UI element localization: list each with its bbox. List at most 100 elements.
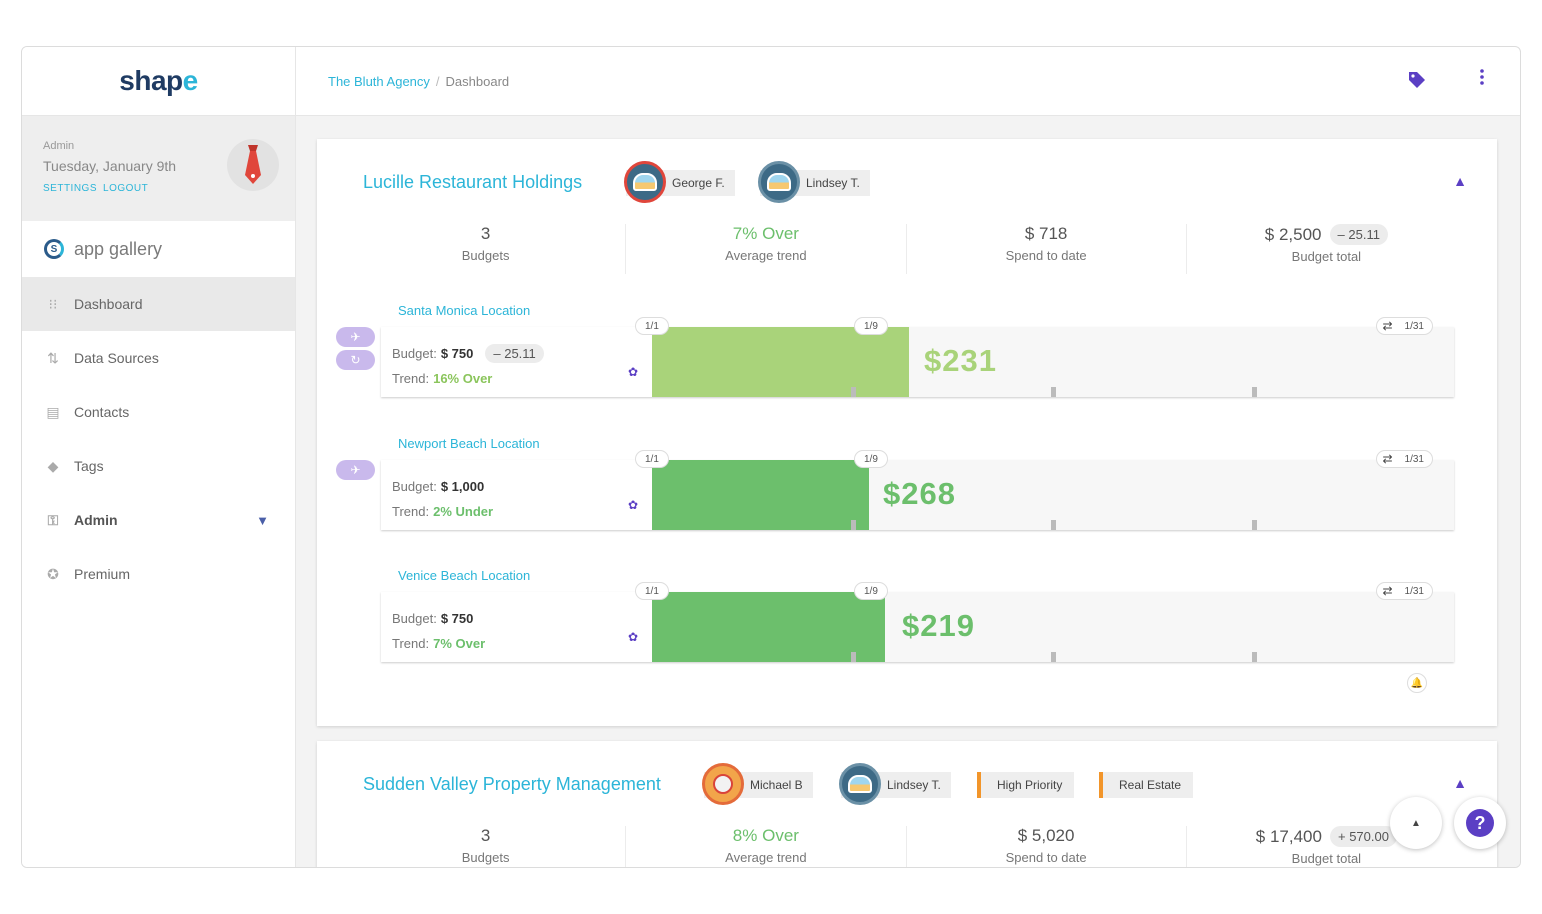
avatar[interactable]: [227, 139, 279, 191]
stat-value: 3: [480, 224, 491, 243]
end-date-marker[interactable]: ⇄ 1/31: [1375, 450, 1433, 468]
sidebar-item-dashboard[interactable]: ⁝⁝ Dashboard: [22, 277, 295, 331]
main-content: Lucille Restaurant Holdings George F. Li…: [296, 116, 1520, 867]
sidebar-item-label: Tags: [74, 458, 104, 474]
person-chip[interactable]: George F.: [624, 161, 735, 203]
person-chip[interactable]: Lindsey T.: [839, 763, 951, 805]
chevron-up-icon[interactable]: ▲: [1453, 775, 1467, 791]
end-date-marker[interactable]: ⇄ 1/31: [1375, 317, 1433, 335]
stat-budgets: 3 Budgets: [346, 826, 627, 867]
budget-label: Budget:: [392, 611, 437, 626]
grid-icon: ⁝⁝: [48, 295, 58, 312]
location-title[interactable]: Newport Beach Location: [398, 436, 540, 451]
help-button[interactable]: ?: [1454, 797, 1506, 849]
sidebar-item-label: Admin: [74, 512, 118, 528]
tags-icon[interactable]: [1408, 71, 1426, 94]
person-chip[interactable]: Lindsey T.: [758, 161, 870, 203]
repeat-icon: ⇄: [1382, 452, 1393, 466]
settings-link[interactable]: SETTINGS: [43, 183, 98, 194]
sidebar-item-data-sources[interactable]: ⇅ Data Sources: [22, 331, 295, 385]
chevron-down-icon[interactable]: ▼: [256, 512, 269, 528]
variance-badge: – 25.11: [1329, 224, 1388, 245]
location-title[interactable]: Venice Beach Location: [398, 568, 531, 583]
sidebar-item-admin[interactable]: ⚿ Admin ▼: [22, 493, 295, 547]
stat-value: $ 718: [1024, 224, 1068, 243]
end-date-marker[interactable]: ⇄ 1/31: [1375, 582, 1433, 600]
stat-label: Budgets: [461, 850, 510, 865]
app-gallery-link[interactable]: S app gallery: [22, 221, 295, 277]
client-title[interactable]: Sudden Valley Property Management: [363, 774, 661, 794]
repeat-icon: ⇄: [1382, 319, 1393, 333]
stat-budget-total: $ 2,500 – 25.11 Budget total: [1187, 224, 1466, 274]
logo-main: shap: [119, 65, 183, 96]
trend-value: 7% Over: [433, 636, 486, 651]
end-date: 1/31: [1404, 585, 1424, 597]
logo-accent: e: [182, 65, 199, 96]
budget-row: Budget: $ 750 – 25.11 Trend: 16% Over ✿ $23…: [381, 317, 1454, 397]
chevron-up-icon[interactable]: ▲: [1453, 173, 1467, 189]
start-date-marker: 1/1: [635, 450, 669, 468]
breadcrumb-page: Dashboard: [445, 73, 510, 89]
tag-chip[interactable]: Real Estate: [1099, 772, 1194, 798]
sidebar-item-contacts[interactable]: ▤ Contacts: [22, 385, 295, 439]
budget-row: Budget: $ 750 Trend: 7% Over ✿ $219 1/1 1/…: [381, 582, 1454, 662]
sidebar-item-premium[interactable]: ✪ Premium: [22, 547, 295, 601]
person-chip[interactable]: Michael B: [702, 763, 813, 805]
tie-icon: [245, 145, 261, 184]
contacts-icon: ▤: [46, 403, 60, 420]
breadcrumb-client[interactable]: The Bluth Agency: [328, 73, 430, 89]
stat-budget-total: $ 17,400 + 570.00 Budget total: [1187, 826, 1466, 867]
sidebar-item-tags[interactable]: ◆ Tags: [22, 439, 295, 493]
arrows-icon: ⇅: [47, 349, 59, 366]
airplane-icon[interactable]: ✈: [336, 327, 375, 347]
tag-chip[interactable]: High Priority: [977, 772, 1075, 798]
avatar: [839, 763, 881, 805]
airplane-icon[interactable]: ✈: [336, 460, 375, 480]
bell-icon[interactable]: 🔔: [1407, 673, 1427, 693]
stat-spend: $ 5,020 Spend to date: [907, 826, 1187, 867]
client-title[interactable]: Lucille Restaurant Holdings: [363, 172, 583, 192]
scroll-top-button[interactable]: ▲: [1390, 797, 1442, 849]
tick-mark: [851, 387, 856, 397]
currency-symbol: $: [883, 476, 902, 511]
currency-symbol: $: [924, 343, 943, 378]
budget-row: Budget: $ 1,000 Trend: 2% Under ✿ $268 1/1…: [381, 450, 1454, 530]
stat-label: Spend to date: [1005, 248, 1087, 263]
app-gallery-label: app gallery: [74, 238, 163, 259]
trend-label: Trend:: [392, 371, 430, 386]
budget-value: $ 750: [440, 346, 474, 361]
help-icon: ?: [1466, 809, 1494, 837]
gear-icon[interactable]: ✿: [627, 630, 638, 644]
trend-label: Trend:: [392, 504, 430, 519]
stat-value: 8% Over: [732, 826, 799, 845]
person-name: Lindsey T.: [887, 778, 941, 792]
tick-mark: [1252, 387, 1257, 397]
client-card: Lucille Restaurant Holdings George F. Li…: [317, 139, 1497, 726]
stat-label: Average trend: [725, 850, 807, 865]
more-vert-icon[interactable]: [1480, 69, 1484, 85]
refresh-icon[interactable]: ↻: [336, 350, 375, 370]
logout-link[interactable]: LOGOUT: [103, 183, 149, 194]
tick-mark: [1252, 520, 1257, 530]
tick-mark: [1051, 387, 1056, 397]
start-date-marker: 1/1: [635, 317, 669, 335]
tick-mark: [851, 652, 856, 662]
person-name: Michael B: [750, 778, 803, 792]
tick-mark: [1051, 652, 1056, 662]
variance-badge: – 25.11: [485, 344, 544, 363]
currency-symbol: $: [902, 608, 921, 643]
spend-bar: [652, 592, 885, 662]
gear-icon[interactable]: ✿: [627, 498, 638, 512]
sidebar-item-label: Premium: [74, 566, 131, 582]
location-title[interactable]: Santa Monica Location: [398, 303, 531, 318]
stats-row: 3 Budgets 8% Over Average trend $ 5,020 …: [346, 826, 1466, 867]
person-name: George F.: [672, 176, 725, 190]
trend-label: Trend:: [392, 636, 430, 651]
stat-trend: 7% Over Average trend: [626, 224, 907, 274]
app-logo[interactable]: shap e: [22, 47, 295, 116]
gear-icon[interactable]: ✿: [627, 365, 638, 379]
key-icon: ⚿: [47, 511, 59, 528]
trend-value: 16% Over: [433, 371, 493, 386]
avatar: [702, 763, 744, 805]
spend-amount: $219: [902, 608, 975, 644]
